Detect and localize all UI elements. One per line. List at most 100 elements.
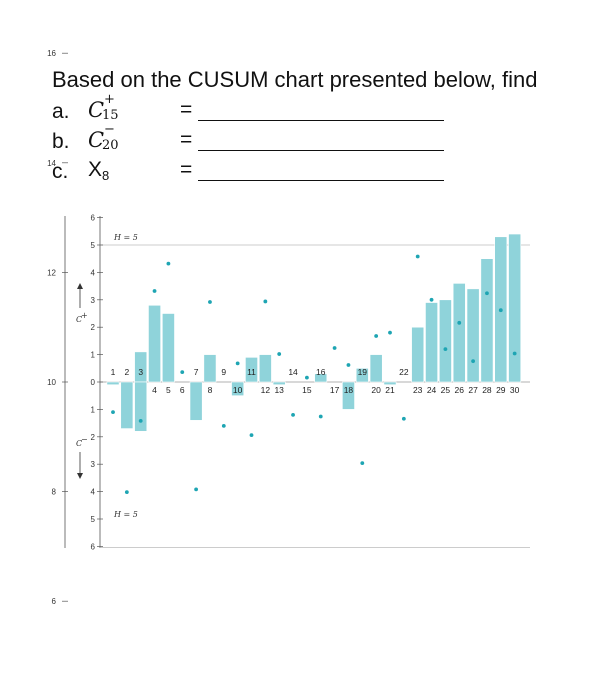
- sample-number-label: 29: [496, 385, 506, 395]
- cminus-bar: [120, 381, 134, 429]
- xbar-point: [318, 414, 323, 419]
- outer-axis-tick-label: 12: [47, 268, 56, 277]
- item-b-symbol-base: C: [88, 128, 105, 152]
- sample-number-label: 18: [344, 385, 354, 395]
- question-item-c: c. X8 =: [52, 158, 582, 188]
- item-c-answer-blank[interactable]: [198, 180, 444, 181]
- upper-axis-tick-label: 4: [91, 268, 96, 277]
- lower-axis-tick-label: 5: [91, 515, 96, 524]
- item-b-equals: =: [180, 128, 193, 151]
- xbar-point: [401, 416, 406, 421]
- xbar-point: [429, 297, 434, 302]
- upper-axis-tick-label: 5: [91, 241, 96, 250]
- lower-axis-tick-label: 3: [91, 460, 96, 469]
- outer-axis-tick-label: 14: [47, 159, 56, 168]
- sample-number-label: 6: [180, 385, 185, 395]
- cplus-bar: [452, 283, 466, 383]
- xbar-point: [388, 330, 392, 335]
- sample-number-label: 17: [330, 385, 340, 395]
- cplus-bar: [466, 288, 480, 383]
- sample-number-label: 28: [482, 385, 492, 395]
- xbar-point: [360, 461, 365, 466]
- cplus-bar: [425, 302, 438, 383]
- upper-axis-arrowhead: [77, 283, 83, 289]
- upper-axis-tick-label: 6: [91, 214, 96, 223]
- lower-axis-tick-label: 6: [91, 542, 96, 551]
- cplus-bar: [203, 354, 217, 383]
- item-a-letter: a.: [52, 100, 70, 123]
- xbar-point: [332, 346, 337, 350]
- upper-axis-tick-label: 3: [91, 296, 96, 305]
- lower-limit-label: H = 5: [113, 510, 138, 519]
- question-heading: Based on the CUSUM chart presented below…: [52, 67, 538, 92]
- sample-number-label: 19: [358, 367, 368, 377]
- item-b-answer-blank[interactable]: [198, 150, 444, 151]
- outer-axis-tick-label: 6: [52, 597, 57, 606]
- xbar-point: [124, 490, 129, 495]
- sample-number-label: 30: [510, 385, 520, 395]
- sample-number-label: 21: [385, 385, 395, 395]
- cminus-bar: [231, 381, 245, 396]
- sample-number-label: 10: [233, 385, 243, 395]
- sample-number-label: 22: [399, 367, 409, 377]
- item-a-equals: =: [180, 98, 193, 121]
- outer-axis-tick-label: 10: [47, 378, 56, 387]
- cplus-bar: [369, 354, 383, 383]
- xbar-point: [305, 375, 309, 380]
- xbar-point: [291, 412, 295, 417]
- sample-number-label: 3: [138, 367, 143, 377]
- sample-number-label: 23: [413, 385, 423, 395]
- xbar-point: [346, 363, 351, 367]
- sample-number-label: 16: [316, 367, 326, 377]
- upper-axis-tick-label: 2: [91, 323, 96, 332]
- sample-number-label: 24: [427, 385, 437, 395]
- xbar-point: [263, 299, 268, 304]
- cplus-bar: [162, 313, 175, 383]
- cplus-bar: [411, 326, 425, 383]
- xbar-point: [111, 410, 115, 415]
- cplus-bar: [480, 258, 494, 383]
- item-b-letter: b.: [52, 130, 70, 153]
- xbar-point: [374, 334, 379, 338]
- xbar-point: [249, 433, 254, 438]
- xbar-point: [415, 254, 420, 259]
- cplus-bar: [245, 357, 258, 383]
- sample-number-label: 8: [208, 385, 213, 395]
- xbar-point: [221, 423, 226, 428]
- cplus-bar: [508, 233, 522, 383]
- xbar-point: [443, 347, 448, 352]
- item-a-answer-blank[interactable]: [198, 120, 444, 121]
- sample-number-label: 13: [274, 385, 284, 395]
- xbar-point: [235, 361, 240, 366]
- sample-number-label: 26: [455, 385, 465, 395]
- sample-number-label: 20: [371, 385, 381, 395]
- sample-number-label: 1: [111, 367, 116, 377]
- question-item-a: a. C + 15 =: [52, 92, 582, 128]
- sample-number-label: 27: [468, 385, 478, 395]
- outer-axis-tick-label: 8: [52, 488, 57, 497]
- lower-axis-tick-label: 1: [91, 405, 96, 414]
- xbar-point: [166, 261, 171, 266]
- upper-axis-tick-label: 0: [91, 378, 96, 387]
- lower-axis-label-sup: −: [81, 435, 88, 444]
- xbar-point: [138, 419, 143, 423]
- lower-axis-arrowhead: [77, 473, 83, 479]
- sample-number-label: 7: [194, 367, 199, 377]
- upper-axis-label-sup: +: [81, 311, 88, 320]
- cminus-bar: [134, 381, 148, 432]
- xbar-point: [471, 359, 475, 364]
- xbar-point: [194, 487, 199, 492]
- cplus-bar: [258, 354, 272, 383]
- item-c-symbol-base: X: [88, 158, 103, 181]
- xbar-point: [485, 291, 489, 296]
- cminus-bar: [383, 381, 397, 386]
- item-a-symbol-sup: +: [104, 92, 115, 107]
- item-c-letter: c.: [52, 160, 69, 183]
- cminus-bar: [272, 381, 286, 386]
- item-b-symbol: C − 20: [88, 122, 119, 153]
- question-block: Based on the CUSUM chart presented below…: [52, 66, 582, 188]
- cminus-bar: [106, 381, 120, 386]
- xbar-point: [180, 370, 185, 375]
- item-b-symbol-sup: −: [104, 122, 115, 137]
